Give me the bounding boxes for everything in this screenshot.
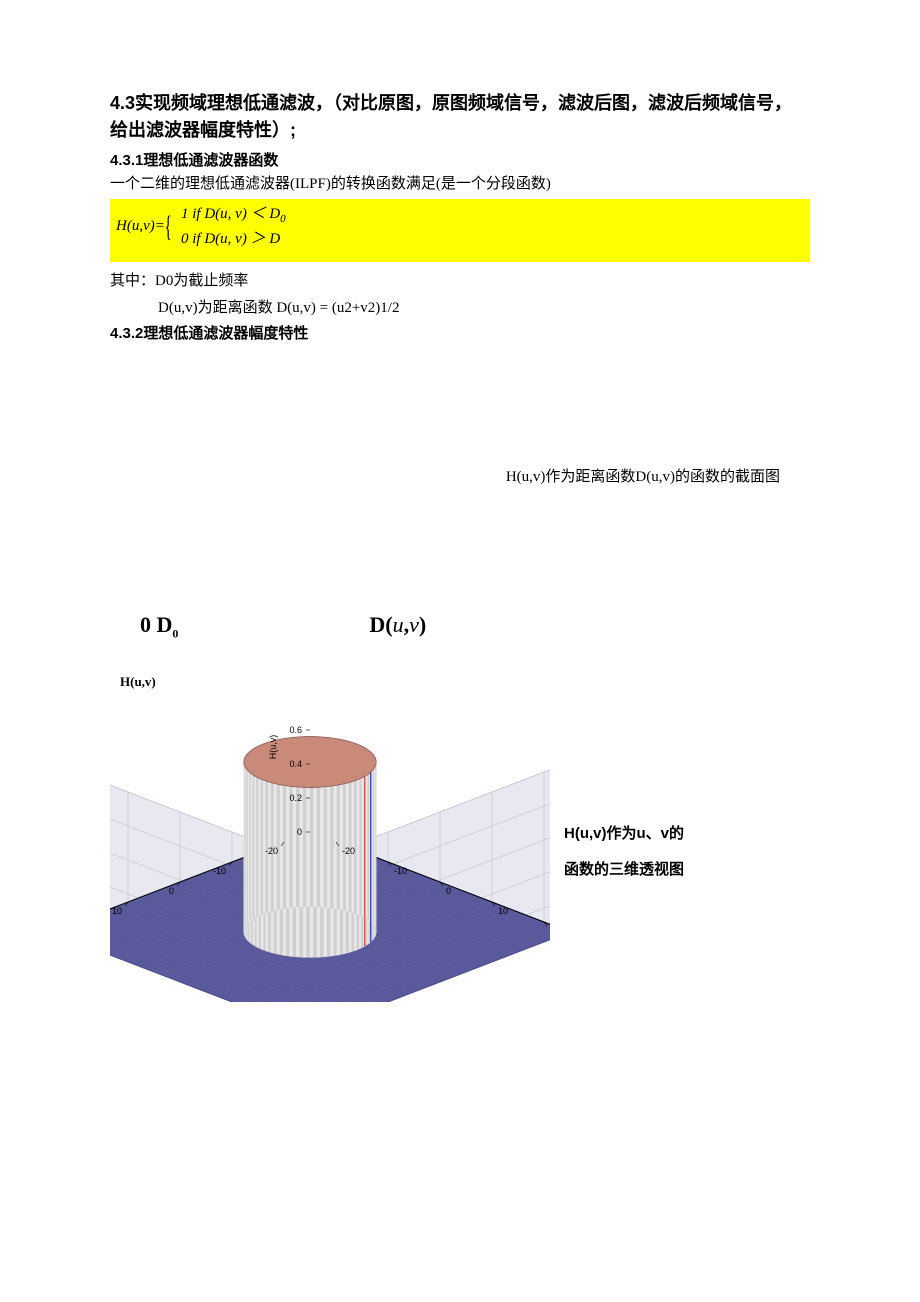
axis-d: D — [157, 612, 173, 637]
axis-duv: D(u,v) — [369, 612, 426, 637]
svg-text:10: 10 — [498, 906, 508, 916]
subsection-4-3-1-title: 4.3.1理想低通滤波器函数 — [110, 150, 810, 173]
cross-section-caption: H(u,v)作为距离函数D(u,v)的函数的截面图 — [110, 466, 810, 489]
ilpf-formula: H(u,v)={ 1 if D(u, v) ＜ D0 0 if D(u, v) … — [110, 199, 810, 262]
brace-icon: { — [164, 204, 171, 249]
svg-text:0: 0 — [446, 886, 451, 896]
huv-label: H(u,v) — [120, 672, 810, 692]
axis-zero: 0 — [140, 612, 151, 637]
axis-labels-row: 0 D0 D(u,v) — [140, 608, 810, 642]
svg-text:0.4: 0.4 — [289, 759, 302, 769]
plot-3d-caption: H(u,v)作为u、v的 函数的三维透视图 — [564, 816, 684, 888]
plot-3d-caption-l1: H(u,v)作为u、v的 — [564, 816, 684, 852]
subsection-4-3-2-title: 4.3.2理想低通滤波器幅度特性 — [110, 323, 810, 346]
axis-d-sub: 0 — [172, 626, 178, 640]
svg-text:0: 0 — [297, 827, 302, 837]
ilpf-intro-paragraph: 一个二维的理想低通滤波器(ILPF)的转换函数满足(是一个分段函数) — [110, 173, 810, 196]
formula-line2: 0 if D(u, v) ＞ D — [181, 231, 280, 247]
svg-text:-20: -20 — [342, 846, 355, 856]
svg-text:10: 10 — [112, 906, 122, 916]
plot-3d-caption-l2: 函数的三维透视图 — [564, 852, 684, 888]
formula-line1: 1 if D(u, v) ＜ D — [181, 206, 280, 222]
section-title: 4.3实现频域理想低通滤波，（对比原图，原图频域信号，滤波后图，滤波后频域信号，… — [110, 90, 810, 144]
svg-text:H(u,v): H(u,v) — [268, 735, 278, 760]
where-line2: D(u,v)为距离函数 D(u,v) = (u2+v2)1/2 — [110, 297, 810, 320]
svg-text:-20: -20 — [265, 846, 278, 856]
svg-text:-10: -10 — [213, 866, 226, 876]
ilpf-3d-plot: 00.20.40.60.81H(u,v)-20-1001020-20-10010… — [110, 702, 550, 1002]
formula-line1-sub: 0 — [280, 213, 286, 225]
formula-lhs: H(u,v)= — [116, 218, 165, 234]
where-line1: 其中：D0为截止频率 — [110, 270, 810, 293]
svg-text:-10: -10 — [394, 866, 407, 876]
svg-text:0.2: 0.2 — [289, 793, 302, 803]
svg-text:0: 0 — [169, 886, 174, 896]
svg-text:0.6: 0.6 — [289, 725, 302, 735]
